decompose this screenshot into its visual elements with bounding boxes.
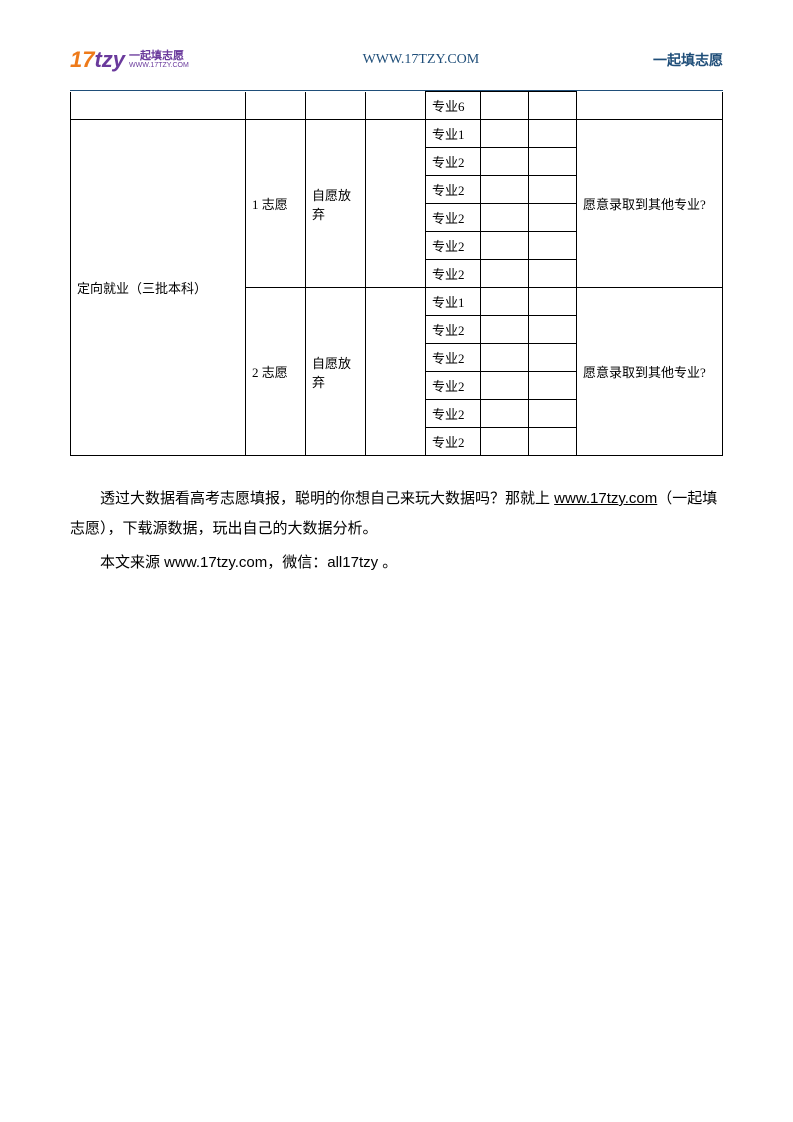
table-row: 定向就业（三批本科） 1 志愿 自愿放弃 专业1 愿意录取到其他专业? [71,120,723,148]
paragraph-1: 透过大数据看高考志愿填报，聪明的你想自己来玩大数据吗？那就上 www.17tzy… [70,484,723,544]
category-cell: 定向就业（三批本科） [71,120,246,456]
logo-number: 17 [70,47,94,72]
choice-cell: 1 志愿 [246,120,306,288]
cell-empty [481,428,529,456]
cell-empty [481,120,529,148]
major-cell: 专业2 [426,232,481,260]
cell-empty [481,176,529,204]
cell-empty [246,92,306,120]
cell-empty [481,148,529,176]
paragraph-2: 本文来源 www.17tzy.com，微信：all17tzy 。 [70,548,723,578]
cell-empty [529,92,577,120]
major-cell: 专业2 [426,344,481,372]
header-center-url: WWW.17TZY.COM [189,52,653,68]
cell-empty [529,344,577,372]
cell-empty [366,92,426,120]
waive-cell: 自愿放弃 [306,120,366,288]
cell-empty [481,344,529,372]
cell-empty [529,400,577,428]
cell-empty [306,92,366,120]
cell-empty [529,176,577,204]
accept-other-cell: 愿意录取到其他专业? [577,288,723,456]
cell-empty [481,316,529,344]
body-text-block: 透过大数据看高考志愿填报，聪明的你想自己来玩大数据吗？那就上 www.17tzy… [70,484,723,578]
cell-empty [481,232,529,260]
cell-empty [529,204,577,232]
accept-other-cell: 愿意录取到其他专业? [577,120,723,288]
major-cell: 专业1 [426,120,481,148]
logo-cn-text: 一起填志愿 [129,50,189,62]
p1-text-a: 透过大数据看高考志愿填报，聪明的你想自己来玩大数据吗？那就上 [100,490,554,507]
choice-cell: 2 志愿 [246,288,306,456]
logo: 17tzy 一起填志愿 WWW.17TZY.COM [70,47,189,73]
major-cell: 专业2 [426,204,481,232]
cell-empty [481,400,529,428]
major-cell: 专业2 [426,176,481,204]
major-cell: 专业2 [426,260,481,288]
cell-empty [529,120,577,148]
cell-empty [577,92,723,120]
cell-empty [529,316,577,344]
major-cell: 专业2 [426,316,481,344]
cell-empty [481,92,529,120]
site-link[interactable]: www.17tzy.com [554,490,657,507]
major-cell: 专业2 [426,428,481,456]
cell-empty [71,92,246,120]
cell-empty [481,372,529,400]
cell-empty [366,288,426,456]
cell-empty [529,148,577,176]
logo-url-text: WWW.17TZY.COM [129,62,189,70]
waive-cell: 自愿放弃 [306,288,366,456]
cell-empty [529,428,577,456]
cell-empty [529,372,577,400]
major-cell: 专业2 [426,148,481,176]
application-form-table: 专业6 定向就业（三批本科） 1 志愿 自愿放弃 专业1 愿意录取到其他专业? … [70,91,723,456]
page-header: 17tzy 一起填志愿 WWW.17TZY.COM WWW.17TZY.COM … [70,40,723,80]
major-cell: 专业2 [426,372,481,400]
major-cell: 专业1 [426,288,481,316]
cell-empty [481,204,529,232]
cell-empty [529,260,577,288]
header-brand-text: 一起填志愿 [653,50,723,70]
cell-empty [529,232,577,260]
logo-icon: 17tzy [70,47,125,73]
cell-empty [481,288,529,316]
logo-suffix: tzy [94,47,125,72]
major-cell: 专业2 [426,400,481,428]
major-cell: 专业6 [426,92,481,120]
cell-empty [366,120,426,288]
table-row: 专业6 [71,92,723,120]
cell-empty [529,288,577,316]
cell-empty [481,260,529,288]
